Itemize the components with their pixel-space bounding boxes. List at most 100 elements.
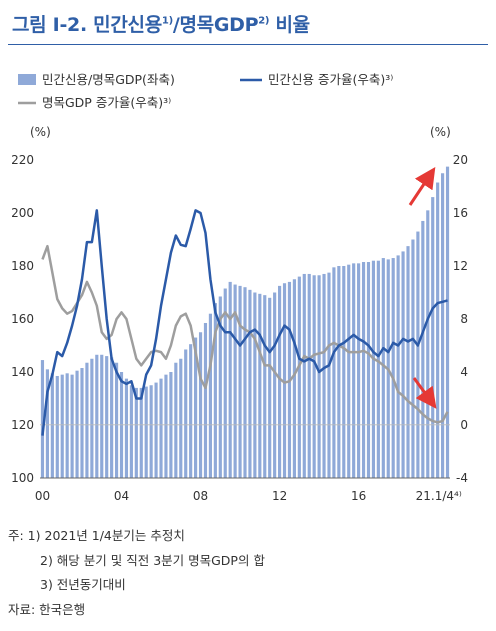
x-axis-tick-label: 00 xyxy=(35,489,50,503)
ratio-bar xyxy=(129,385,133,478)
ratio-bar xyxy=(75,370,79,478)
falling-gdp-arrow xyxy=(412,377,437,409)
ratio-bar xyxy=(50,373,54,478)
left-axis-tick-label: 180 xyxy=(11,259,34,273)
ratio-bar xyxy=(411,239,415,478)
legend-bar-swatch xyxy=(18,74,36,85)
ratio-bar xyxy=(302,273,306,478)
footnote-3: 3) 전년동기대비 xyxy=(40,577,126,592)
ratio-bar xyxy=(391,258,395,478)
ratio-bar xyxy=(40,360,45,478)
ratio-bar xyxy=(436,182,440,478)
ratio-bar xyxy=(431,197,435,478)
ratio-bar xyxy=(268,297,272,478)
ratio-bar xyxy=(376,260,380,478)
ratio-bar xyxy=(332,267,336,478)
ratio-bar xyxy=(105,356,109,478)
ratio-bar xyxy=(347,264,351,478)
right-axis-tick-label: -4 xyxy=(456,471,468,485)
ratio-bar xyxy=(352,263,356,478)
ratio-bar xyxy=(90,358,94,478)
ratio-bar xyxy=(100,354,104,478)
ratio-bar xyxy=(228,281,232,478)
ratio-bar xyxy=(292,279,296,478)
x-axis-tick-label: 21.1/4⁴⁾ xyxy=(416,489,462,503)
ratio-bar xyxy=(65,373,69,478)
ratio-bar xyxy=(223,288,227,478)
left-axis-tick-label: 160 xyxy=(11,312,34,326)
ratio-bar xyxy=(317,275,321,478)
ratio-bar xyxy=(441,173,445,478)
ratio-bar xyxy=(203,322,208,478)
ratio-bar xyxy=(70,374,74,478)
right-axis-tick-label: 8 xyxy=(460,312,468,326)
ratio-bar xyxy=(144,386,148,478)
ratio-bar xyxy=(426,210,430,478)
ratio-bar xyxy=(238,285,242,479)
ratio-bar xyxy=(312,275,316,478)
ratio-bar xyxy=(164,374,168,478)
left-axis-unit: (%) xyxy=(30,125,51,139)
left-axis-tick-label: 220 xyxy=(11,153,34,167)
left-axis-tick-label: 120 xyxy=(11,418,34,432)
footnotes: 주: 1) 2021년 1/4분기는 추정치 2) 해당 분기 및 직전 3분기… xyxy=(8,524,265,622)
ratio-bar xyxy=(263,295,267,478)
right-axis-tick-label: 12 xyxy=(453,259,468,273)
right-axis-tick-label: 16 xyxy=(453,206,468,220)
right-axis-tick-label: 0 xyxy=(460,418,468,432)
ratio-bar xyxy=(110,357,114,478)
ratio-bar xyxy=(327,272,331,479)
ratio-bar xyxy=(416,231,420,478)
ratio-bar xyxy=(421,220,425,478)
right-axis-unit: (%) xyxy=(430,125,451,139)
ratio-bar xyxy=(307,273,311,478)
legend-label-credit-growth: 민간신용 증가율(우축)³⁾ xyxy=(268,72,393,87)
ratio-bar xyxy=(198,332,203,478)
ratio-bar xyxy=(342,266,346,478)
ratio-bar xyxy=(297,276,301,478)
ratio-bar xyxy=(80,368,84,478)
ratio-bar xyxy=(218,296,222,478)
ratio-bar xyxy=(114,362,119,478)
ratio-bar xyxy=(208,313,212,478)
ratio-bar xyxy=(406,246,410,479)
legend: 민간신용/명목GDP(좌축) 민간신용 증가율(우축)³⁾ 명목GDP 증가율(… xyxy=(18,72,393,110)
ratio-bar xyxy=(243,287,247,478)
ratio-bar xyxy=(55,375,59,478)
ratio-bar xyxy=(366,262,371,478)
title-divider xyxy=(8,44,488,45)
ratio-bar xyxy=(337,266,341,478)
legend-label-ratio: 민간신용/명목GDP(좌축) xyxy=(42,72,175,87)
ratio-bar xyxy=(85,362,89,478)
ratio-bar xyxy=(361,262,366,478)
left-axis-tick-label: 100 xyxy=(11,471,34,485)
footnote-1: 주: 1) 2021년 1/4분기는 추정치 xyxy=(8,528,185,543)
x-axis-tick-label: 16 xyxy=(351,489,366,503)
ratio-bar xyxy=(95,354,99,478)
ratio-bar xyxy=(233,284,237,478)
credit-gdp-chart: 민간신용/명목GDP(좌축) 민간신용 증가율(우축)³⁾ 명목GDP 증가율(… xyxy=(11,72,468,503)
ratio-bar xyxy=(184,349,188,478)
ratio-bar xyxy=(179,358,183,478)
ratio-bar xyxy=(159,378,163,479)
ratio-bar xyxy=(213,303,217,478)
ratio-bar xyxy=(282,283,287,478)
ratio-bar xyxy=(396,255,400,478)
rising-ratio-arrow xyxy=(408,167,436,206)
ratio-bar xyxy=(357,263,361,478)
ratio-bar xyxy=(258,293,262,478)
ratio-bar xyxy=(60,374,64,478)
ratio-bar xyxy=(401,251,405,478)
ratio-bar xyxy=(154,382,158,478)
right-axis-tick-label: 20 xyxy=(453,153,468,167)
ratio-bar xyxy=(381,258,385,478)
ratio-bar xyxy=(445,166,450,479)
x-axis-tick-label: 12 xyxy=(272,489,287,503)
legend-label-gdp-growth: 명목GDP 증가율(우축)³⁾ xyxy=(42,95,171,110)
ratio-bar xyxy=(194,337,198,478)
right-axis-tick-label: 4 xyxy=(460,365,468,379)
ratio-bar xyxy=(273,292,277,478)
ratio-bar xyxy=(139,387,143,478)
ratio-bar xyxy=(189,344,193,478)
left-axis-tick-label: 200 xyxy=(11,206,34,220)
